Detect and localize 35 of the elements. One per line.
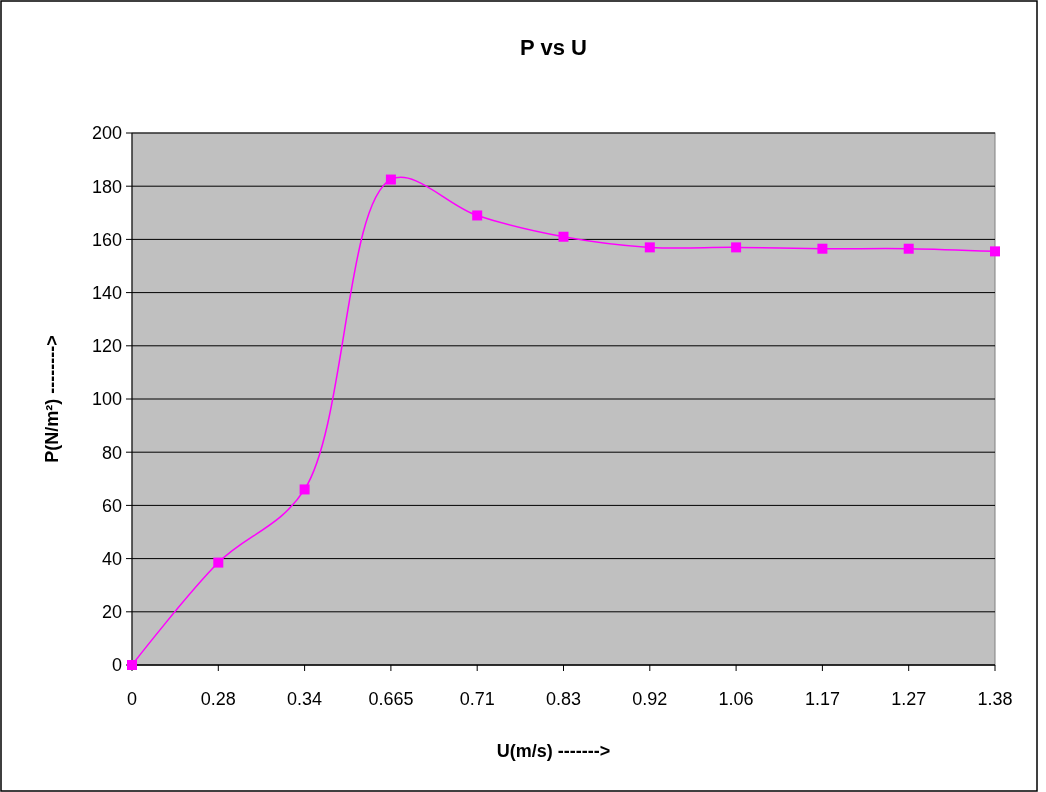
- point: [903, 243, 914, 254]
- x-tick-label: 0.34: [287, 689, 323, 709]
- chart-title: P vs U: [520, 35, 587, 60]
- point: [472, 210, 483, 221]
- x-tick-label: 1.38: [977, 689, 1013, 709]
- point: [817, 243, 828, 254]
- y-tick-label: 120: [91, 336, 122, 357]
- y-axis-title: P(N/m²) -------->: [42, 335, 62, 463]
- point: [299, 484, 310, 495]
- y-tick-label: 100: [91, 389, 122, 410]
- y-tick-label: 160: [91, 229, 122, 250]
- y-tick-label: 20: [101, 602, 122, 623]
- y-tick-label: 180: [91, 176, 122, 197]
- x-tick-label: 1.17: [804, 689, 840, 709]
- x-tick-label: 0.83: [545, 689, 582, 709]
- y-tick-label: 200: [91, 123, 122, 144]
- x-tick-label: 0.665: [368, 689, 414, 709]
- x-tick-label: 0.28: [200, 689, 236, 709]
- y-tick-label: 40: [101, 548, 122, 569]
- point: [385, 174, 396, 185]
- point: [731, 242, 742, 253]
- x-tick-label: 0.71: [459, 689, 495, 709]
- y-tick-label: 0: [111, 655, 122, 676]
- y-tick-label: 60: [101, 495, 122, 516]
- x-tick-label: 0.92: [632, 689, 668, 709]
- point: [990, 246, 1000, 257]
- y-tick-label: 80: [101, 442, 122, 463]
- x-tick-label: 0: [126, 689, 138, 709]
- y-tick-label: 140: [91, 282, 122, 303]
- x-axis-title: U(m/s) ------->: [496, 741, 611, 761]
- x-tick-label: 1.27: [891, 689, 927, 709]
- x-tick-label: 1.06: [718, 689, 754, 709]
- point: [558, 231, 569, 242]
- point: [213, 557, 224, 568]
- point: [644, 242, 655, 253]
